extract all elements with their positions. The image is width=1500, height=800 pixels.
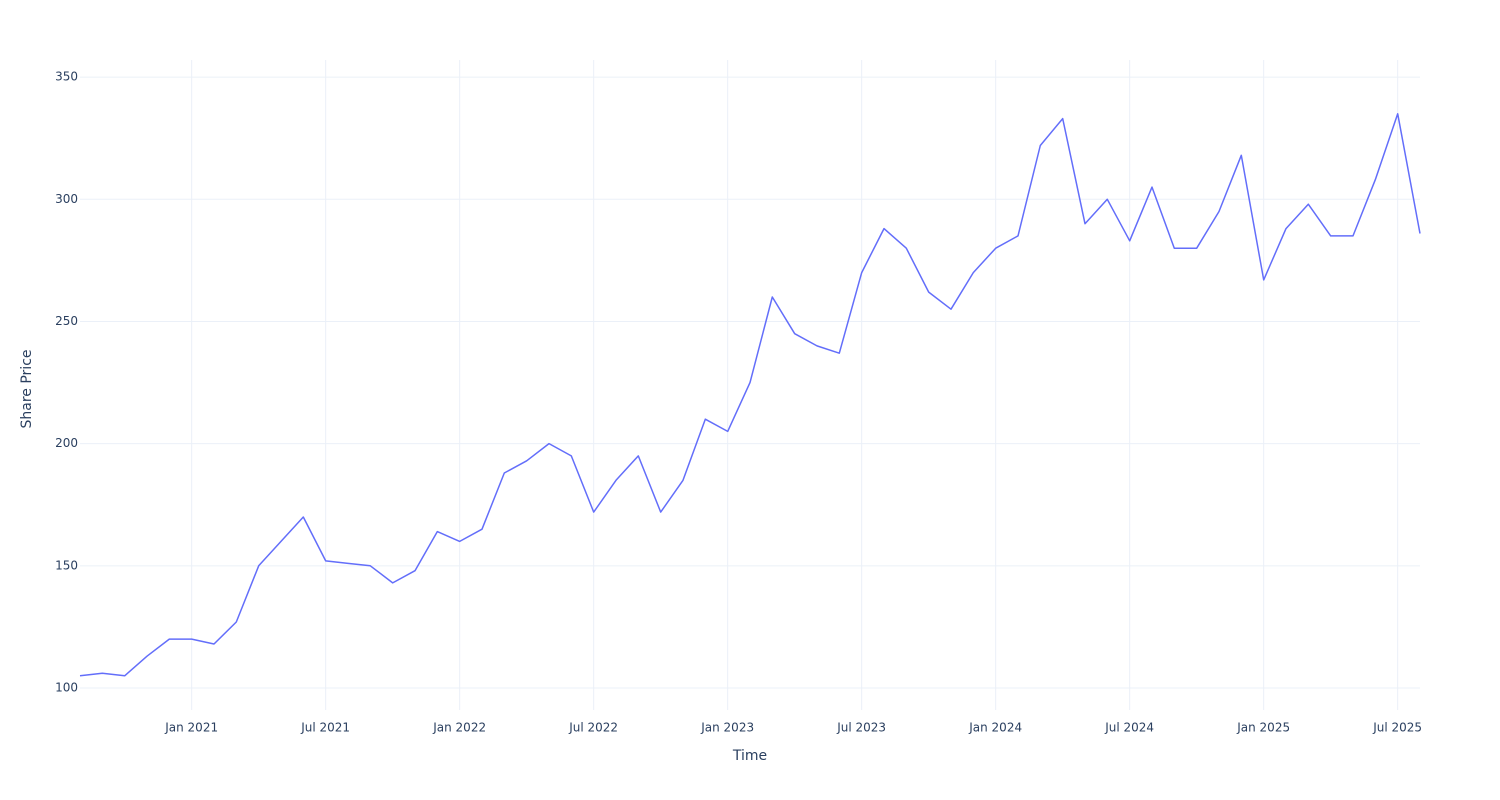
x-axis-title: Time xyxy=(732,748,767,764)
y-tick-label: 250 xyxy=(55,314,78,328)
x-tick-label: Jan 2024 xyxy=(968,721,1022,735)
x-tick-label: Jul 2023 xyxy=(836,721,886,735)
x-tick-label: Jan 2021 xyxy=(164,721,218,735)
x-tick-label: Jul 2025 xyxy=(1372,721,1422,735)
y-tick-label: 350 xyxy=(55,70,78,84)
x-tick-label: Jan 2023 xyxy=(700,721,754,735)
y-tick-label: 150 xyxy=(55,558,78,572)
y-tick-label: 200 xyxy=(55,436,78,450)
y-axis-title: Share Price xyxy=(19,349,35,428)
x-tick-label: Jan 2022 xyxy=(432,721,486,735)
y-tick-label: 300 xyxy=(55,192,78,206)
x-tick-label: Jan 2025 xyxy=(1236,721,1290,735)
x-tick-label: Jul 2024 xyxy=(1104,721,1154,735)
y-tick-label: 100 xyxy=(55,681,78,695)
x-tick-label: Jul 2021 xyxy=(300,721,350,735)
price-line xyxy=(79,113,1421,677)
x-tick-label: Jul 2022 xyxy=(568,721,618,735)
